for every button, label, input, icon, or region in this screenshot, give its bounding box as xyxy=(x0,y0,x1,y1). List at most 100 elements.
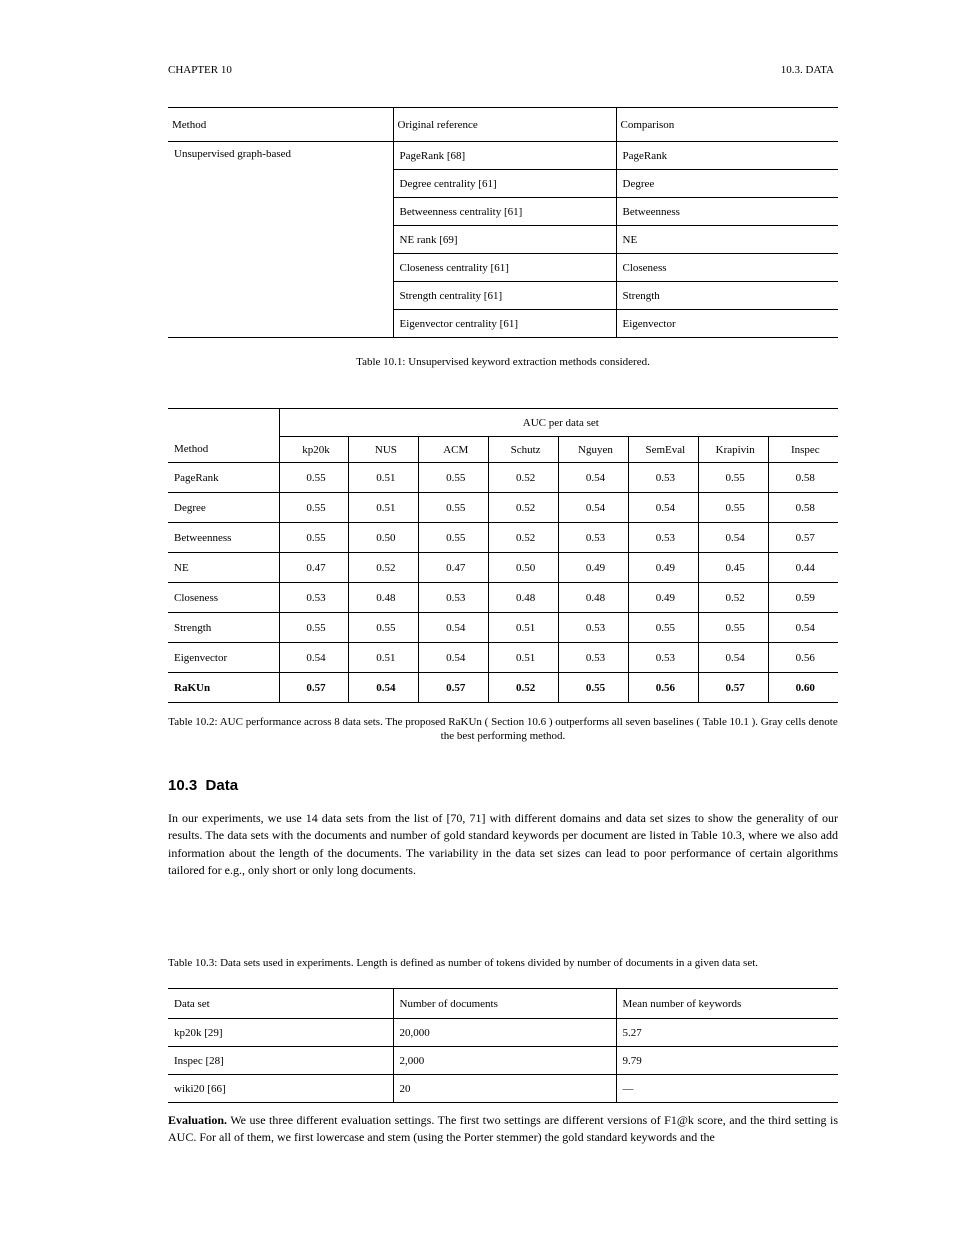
t2-r6-c4: 0.53 xyxy=(559,643,629,673)
t1-method: Unsupervised graph-based xyxy=(168,142,393,338)
t2-d6: Krapivin xyxy=(698,437,768,463)
table-datasets: Data set Number of documents Mean number… xyxy=(168,988,838,1103)
t2-r7-c5: 0.56 xyxy=(628,673,698,703)
t2-r1-c4: 0.54 xyxy=(559,493,629,523)
t3-r1-1: 2,000 xyxy=(393,1047,616,1075)
t2-d0: kp20k xyxy=(279,437,349,463)
t2-r3-c5: 0.49 xyxy=(628,553,698,583)
t1-r1-ref: Degree centrality [61] xyxy=(393,170,616,198)
t2-r6-c2: 0.54 xyxy=(419,643,489,673)
section-heading: 10.3 Data xyxy=(168,777,238,794)
t2-r6-c6: 0.54 xyxy=(698,643,768,673)
t2-r1-c2: 0.55 xyxy=(419,493,489,523)
t2-r1-c3: 0.52 xyxy=(489,493,559,523)
t2-r4-c7: 0.59 xyxy=(768,583,838,613)
t2-r2-c5: 0.53 xyxy=(628,523,698,553)
t2-r5-c6: 0.55 xyxy=(698,613,768,643)
t2-r4-c5: 0.49 xyxy=(628,583,698,613)
t2-r1-c5: 0.54 xyxy=(628,493,698,523)
t2-r1-c0: 0.55 xyxy=(279,493,349,523)
para2-body: We use three different evaluation settin… xyxy=(168,1113,838,1144)
t2-r3-c0: 0.47 xyxy=(279,553,349,583)
t2-r2-c4: 0.53 xyxy=(559,523,629,553)
t2-d1: NUS xyxy=(349,437,419,463)
t3-r2-1: 20 xyxy=(393,1075,616,1103)
t2-r3-c3: 0.50 xyxy=(489,553,559,583)
t2-r2-c6: 0.54 xyxy=(698,523,768,553)
t2-r6-c3: 0.51 xyxy=(489,643,559,673)
t2-r7-c1: 0.54 xyxy=(349,673,419,703)
t1-h2: Original reference xyxy=(393,108,616,142)
t2-r5-c4: 0.53 xyxy=(559,613,629,643)
t2-r0-c1: 0.51 xyxy=(349,463,419,493)
t2-r3-c7: 0.44 xyxy=(768,553,838,583)
t3-r1-0: Inspec [28] xyxy=(168,1047,393,1075)
t2-r3-c4: 0.49 xyxy=(559,553,629,583)
t3-r0-0: kp20k [29] xyxy=(168,1019,393,1047)
t2-r7-c7: 0.60 xyxy=(768,673,838,703)
t1-r4-cmp: Closeness xyxy=(616,254,838,282)
t3-r0-1: 20,000 xyxy=(393,1019,616,1047)
t2-r4-c4: 0.48 xyxy=(559,583,629,613)
t2-r3-m: NE xyxy=(168,553,279,583)
para2-label: Evaluation. xyxy=(168,1113,227,1127)
t1-h3: Comparison xyxy=(616,108,838,142)
t2-r1-c7: 0.58 xyxy=(768,493,838,523)
t2-r4-c3: 0.48 xyxy=(489,583,559,613)
t2-caption: Table 10.2: AUC performance across 8 dat… xyxy=(168,715,838,744)
t2-r1-c6: 0.55 xyxy=(698,493,768,523)
t2-r0-c5: 0.53 xyxy=(628,463,698,493)
t2-r2-c2: 0.55 xyxy=(419,523,489,553)
t2-r5-c0: 0.55 xyxy=(279,613,349,643)
t1-r0-cmp: PageRank xyxy=(616,142,838,170)
t2-r6-c1: 0.51 xyxy=(349,643,419,673)
t2-d2: ACM xyxy=(419,437,489,463)
t1-r5-ref: Strength centrality [61] xyxy=(393,282,616,310)
t3-r1-2: 9.79 xyxy=(616,1047,838,1075)
t2-r0-c6: 0.55 xyxy=(698,463,768,493)
t2-r2-m: Betweenness xyxy=(168,523,279,553)
t3-h2: Number of documents xyxy=(393,989,616,1019)
t2-r6-c7: 0.56 xyxy=(768,643,838,673)
t2-r6-m: Eigenvector xyxy=(168,643,279,673)
t1-caption: Table 10.1: Unsupervised keyword extract… xyxy=(168,356,838,368)
t2-d3: Schutz xyxy=(489,437,559,463)
t2-empty xyxy=(168,409,279,437)
t2-r4-c1: 0.48 xyxy=(349,583,419,613)
t3-h3: Mean number of keywords xyxy=(616,989,838,1019)
t2-r4-c6: 0.52 xyxy=(698,583,768,613)
paragraph-1: In our experiments, we use 14 data sets … xyxy=(168,810,838,880)
t2-r6-c0: 0.54 xyxy=(279,643,349,673)
t1-r0-ref: PageRank [68] xyxy=(393,142,616,170)
t2-r5-c3: 0.51 xyxy=(489,613,559,643)
t2-r5-c1: 0.55 xyxy=(349,613,419,643)
t2-r7-c3: 0.52 xyxy=(489,673,559,703)
table-methods: Method Original reference Comparison Uns… xyxy=(168,107,838,338)
header-right: 10.3. DATA xyxy=(781,64,834,76)
t3-h1: Data set xyxy=(168,989,393,1019)
t2-r7-c2: 0.57 xyxy=(419,673,489,703)
table-auc: AUC per data set Method kp20k NUS ACM Sc… xyxy=(168,408,838,703)
t2-r4-c0: 0.53 xyxy=(279,583,349,613)
t2-r5-c7: 0.54 xyxy=(768,613,838,643)
t2-d7: Inspec xyxy=(768,437,838,463)
t2-r0-m: PageRank xyxy=(168,463,279,493)
t1-r5-cmp: Strength xyxy=(616,282,838,310)
t2-r5-m: Strength xyxy=(168,613,279,643)
t2-r0-c4: 0.54 xyxy=(559,463,629,493)
t3-r0-2: 5.27 xyxy=(616,1019,838,1047)
t2-r0-c7: 0.58 xyxy=(768,463,838,493)
t2-r1-m: Degree xyxy=(168,493,279,523)
t2-r4-c2: 0.53 xyxy=(419,583,489,613)
t3-r2-0: wiki20 [66] xyxy=(168,1075,393,1103)
t2-r2-c7: 0.57 xyxy=(768,523,838,553)
t3-r2-2: — xyxy=(616,1075,838,1103)
t2-r3-c2: 0.47 xyxy=(419,553,489,583)
header-left: CHAPTER 10 xyxy=(168,64,232,76)
t2-r4-m: Closeness xyxy=(168,583,279,613)
t2-r5-c2: 0.54 xyxy=(419,613,489,643)
t2-r2-c3: 0.52 xyxy=(489,523,559,553)
t2-r7-m: RaKUn xyxy=(168,673,279,703)
t1-r2-ref: Betweenness centrality [61] xyxy=(393,198,616,226)
t2-r7-c4: 0.55 xyxy=(559,673,629,703)
